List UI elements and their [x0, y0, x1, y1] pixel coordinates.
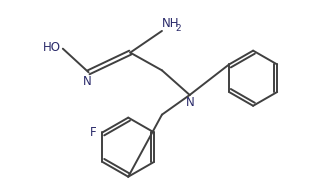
Text: F: F: [90, 126, 96, 139]
Text: NH: NH: [162, 17, 179, 30]
Text: N: N: [83, 75, 92, 88]
Text: N: N: [186, 96, 195, 109]
Text: HO: HO: [43, 41, 61, 54]
Text: 2: 2: [176, 24, 181, 33]
